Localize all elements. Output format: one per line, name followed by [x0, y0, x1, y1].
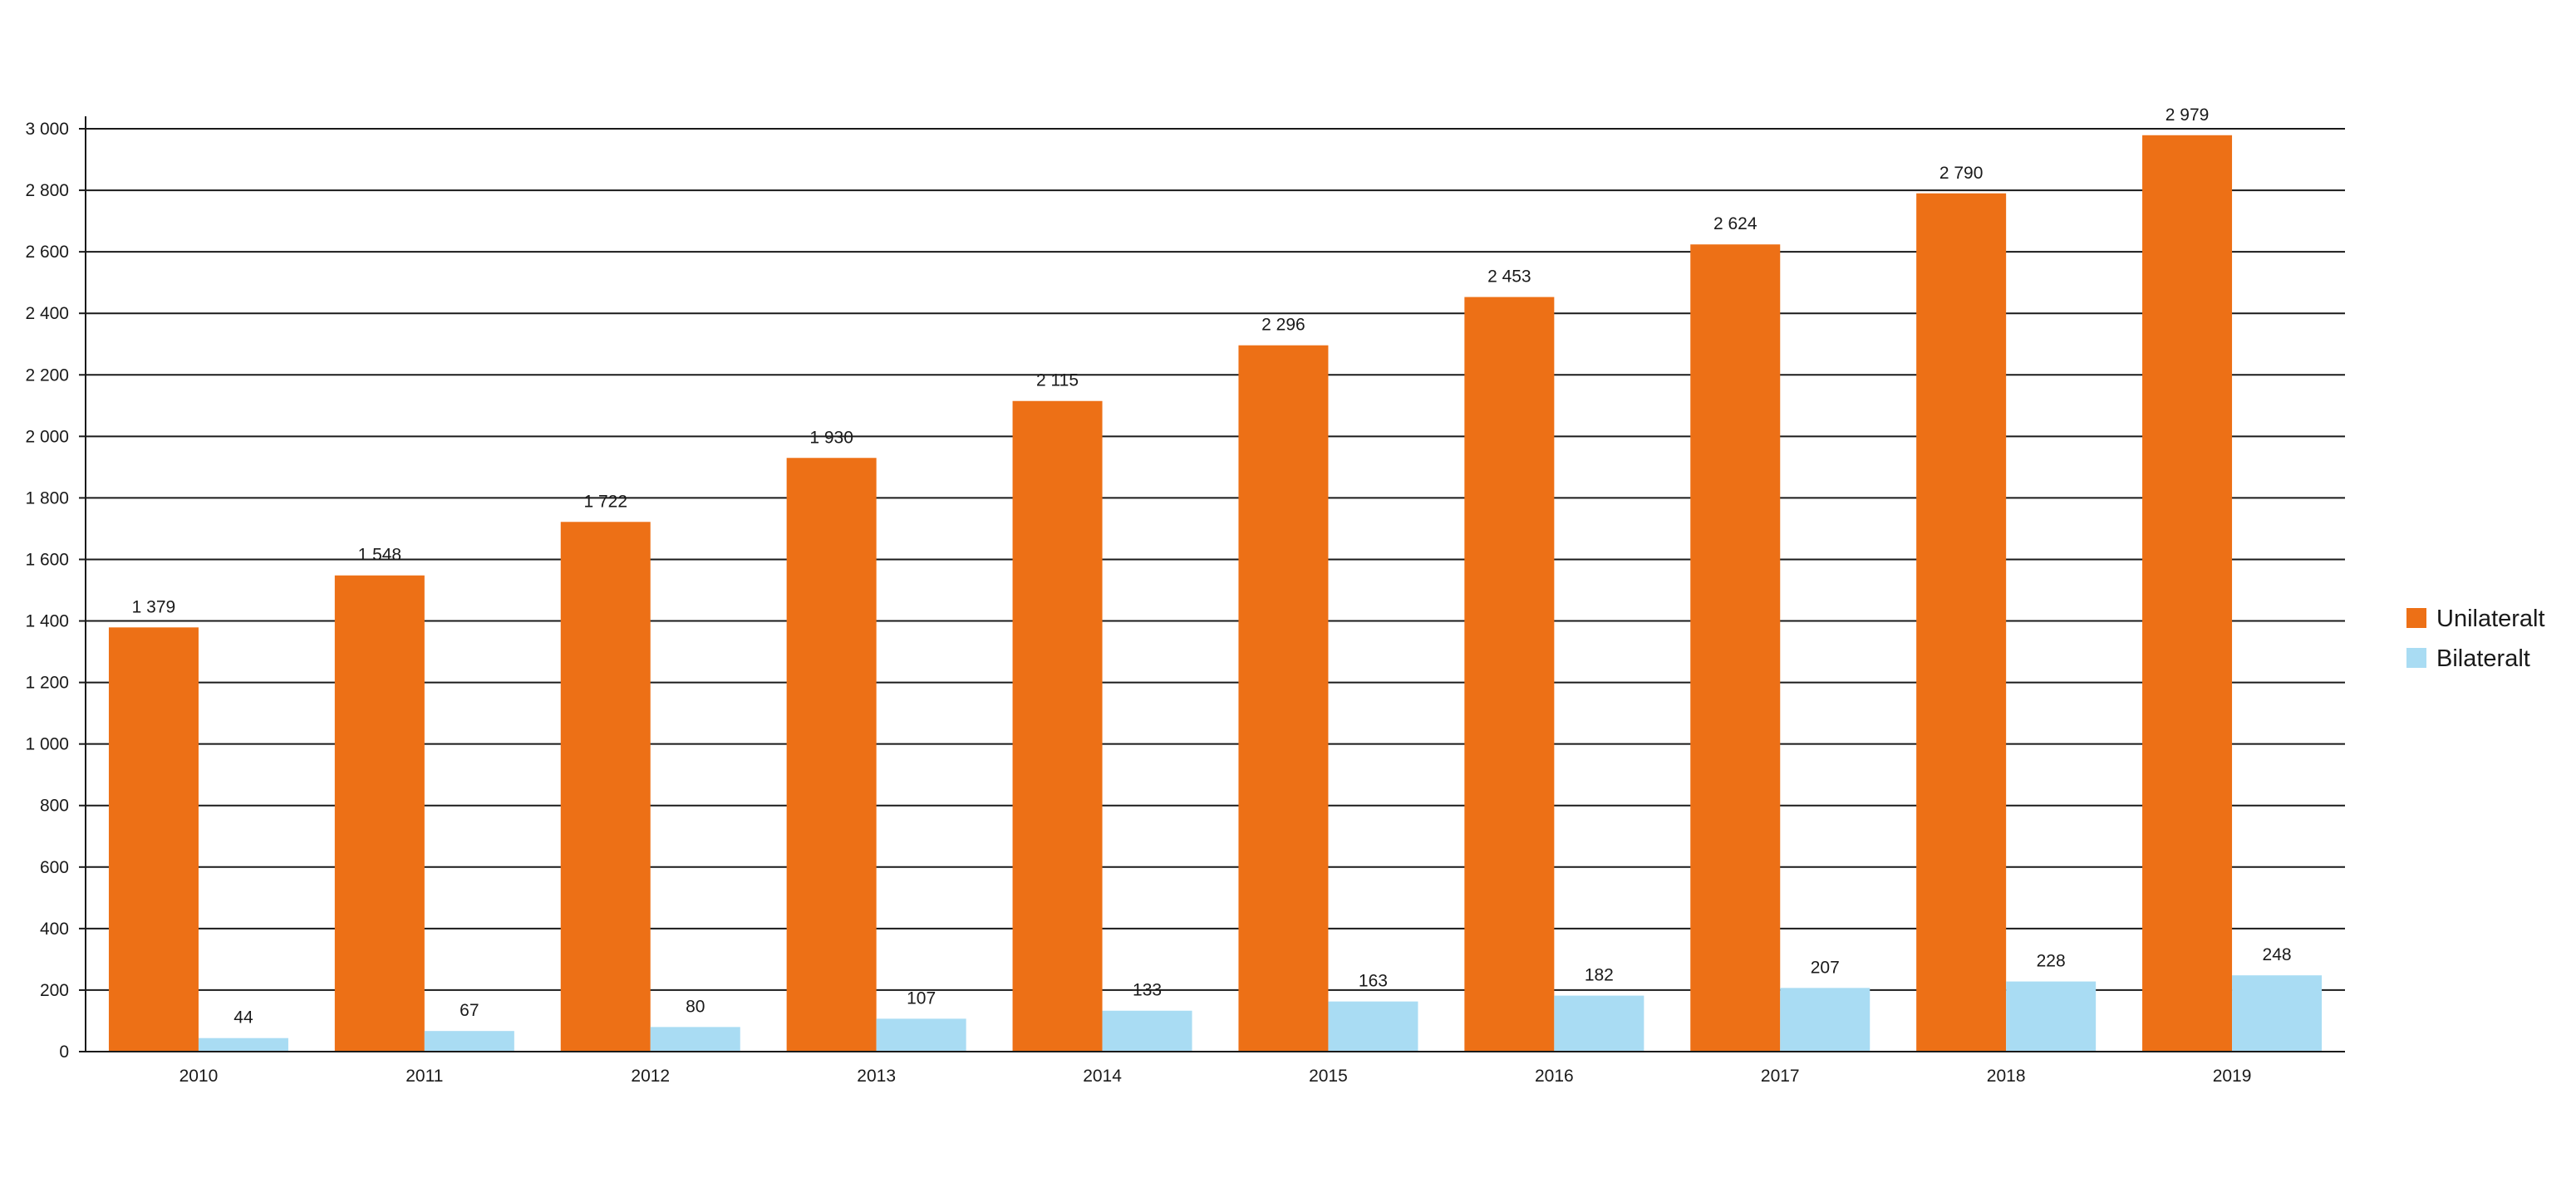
- bar-bilateralt: [1102, 1010, 1192, 1052]
- data-label-unilateralt: 2 790: [1939, 164, 1984, 183]
- data-label-bilateralt: 44: [234, 1008, 253, 1028]
- y-tick-label: 200: [40, 981, 69, 1000]
- legend: Unilateralt Bilateralt: [2406, 606, 2545, 672]
- bar-bilateralt: [650, 1027, 740, 1052]
- x-tick-label: 2015: [1309, 1067, 1348, 1086]
- bar-unilateralt: [1464, 297, 1555, 1052]
- legend-label-bilateralt: Bilateralt: [2436, 645, 2530, 672]
- bar-unilateralt: [108, 627, 199, 1052]
- bar-bilateralt: [2006, 981, 2097, 1052]
- x-tick-label: 2010: [179, 1067, 219, 1086]
- x-tick-label: 2016: [1535, 1067, 1574, 1086]
- data-label-bilateralt: 133: [1133, 981, 1162, 1000]
- x-axis-tick-labels: 2010 2011 2012 2013 2014 2015 2016 2017 2018 2019: [179, 1067, 2252, 1086]
- data-label-unilateralt: 1 930: [809, 428, 853, 447]
- bar-bilateralt: [198, 1037, 288, 1052]
- data-label-unilateralt: 1 379: [132, 597, 176, 616]
- bar-bilateralt: [1554, 995, 1644, 1052]
- data-label-unilateralt: 1 548: [358, 546, 402, 565]
- x-tick-label: 2019: [2213, 1067, 2252, 1086]
- bar-unilateralt: [334, 575, 425, 1052]
- y-tick-label: 600: [40, 858, 69, 877]
- bar-unilateralt: [2142, 135, 2233, 1052]
- y-tick-label: 800: [40, 797, 69, 816]
- bar-unilateralt: [786, 458, 877, 1052]
- y-tick-label: 2 400: [25, 304, 69, 323]
- bars: [108, 135, 2323, 1052]
- axes: [85, 116, 2345, 1052]
- data-label-bilateralt: 228: [2037, 952, 2066, 971]
- x-tick-label: 2011: [406, 1067, 443, 1086]
- bar-unilateralt: [1012, 400, 1103, 1052]
- data-label-bilateralt: 182: [1585, 966, 1614, 985]
- data-label-unilateralt: 2 979: [2166, 105, 2210, 125]
- x-tick-label: 2017: [1761, 1067, 1800, 1086]
- bar-bilateralt: [1780, 988, 1871, 1052]
- legend-swatch-unilateralt: [2406, 608, 2426, 628]
- y-tick-label: 2 600: [25, 243, 69, 262]
- data-label-unilateralt: 2 115: [1036, 371, 1079, 390]
- bar-bilateralt: [2232, 975, 2323, 1052]
- legend-label-unilateralt: Unilateralt: [2436, 606, 2545, 632]
- x-tick-label: 2014: [1083, 1067, 1122, 1086]
- bar-unilateralt: [1238, 345, 1329, 1052]
- y-tick-label: 1 000: [25, 735, 69, 754]
- y-axis-tick-labels: 0 200 400 600 800 1 000 1 200 1 400 1 600 1 800 2 …: [25, 120, 86, 1062]
- y-tick-label: 1 200: [25, 674, 69, 693]
- data-label-bilateralt: 248: [2263, 945, 2292, 964]
- y-tick-label: 2 200: [25, 365, 69, 385]
- data-label-bilateralt: 107: [907, 988, 936, 1008]
- data-label-unilateralt: 2 296: [1261, 316, 1305, 335]
- bar-unilateralt: [1916, 193, 2007, 1052]
- data-label-unilateralt: 2 624: [1713, 214, 1757, 233]
- data-label-bilateralt: 207: [1811, 958, 1840, 977]
- data-label-unilateralt: 2 453: [1487, 267, 1531, 287]
- y-tick-label: 1 600: [25, 550, 69, 569]
- bar-unilateralt: [560, 522, 651, 1052]
- y-tick-label: 3 000: [25, 120, 69, 139]
- y-tick-label: 400: [40, 920, 69, 939]
- data-label-bilateralt: 67: [460, 1001, 479, 1020]
- y-tick-label: 1 400: [25, 612, 69, 631]
- legend-swatch-bilateralt: [2406, 648, 2426, 668]
- bar-bilateralt: [876, 1018, 966, 1052]
- y-tick-label: 2 000: [25, 427, 69, 446]
- data-label-bilateralt: 163: [1359, 972, 1388, 991]
- bar-bilateralt: [1328, 1001, 1418, 1052]
- x-tick-label: 2013: [857, 1067, 896, 1086]
- data-label-bilateralt: 80: [686, 997, 705, 1016]
- x-tick-label: 2012: [631, 1067, 670, 1086]
- x-tick-label: 2018: [1987, 1067, 2026, 1086]
- data-label-unilateralt: 1 722: [583, 492, 627, 511]
- y-tick-label: 1 800: [25, 488, 69, 508]
- bar-unilateralt: [1690, 244, 1781, 1052]
- data-labels: 1 379 44 1 548 67 1 722 80 1 930 107 2 115 133 2 2…: [132, 105, 2292, 1028]
- y-tick-label: 0: [59, 1042, 69, 1062]
- bar-bilateralt: [424, 1031, 514, 1052]
- y-tick-label: 2 800: [25, 181, 69, 200]
